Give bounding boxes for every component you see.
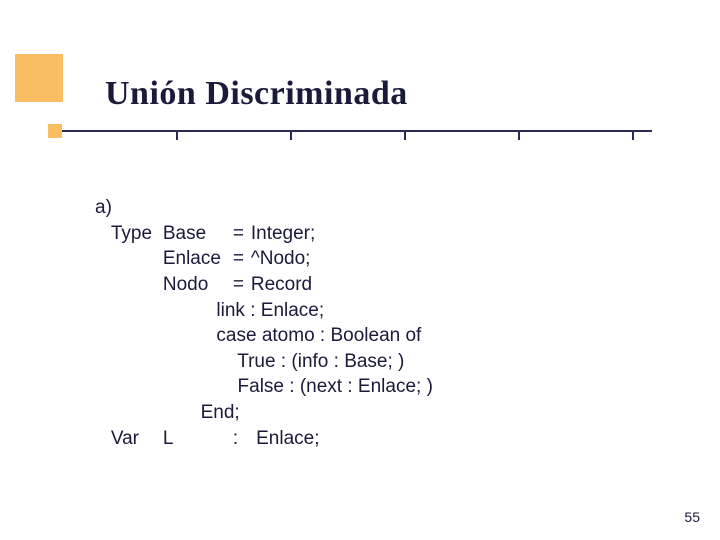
kw-var: Var (111, 426, 163, 452)
record-line: case atomo : Boolean of (216, 325, 421, 346)
rhs: ^Nodo; (251, 248, 311, 269)
rule-tick (176, 132, 178, 140)
rule-tick (518, 132, 520, 140)
rule-tick (404, 132, 406, 140)
page-number: 55 (684, 509, 700, 525)
code-label: a) (95, 197, 112, 218)
rhs: Record (251, 274, 312, 295)
accent-square-small (48, 124, 62, 138)
accent-square-large (15, 54, 63, 102)
record-line: link : Enlace; (216, 300, 324, 321)
record-line: False : (next : Enlace; ) (216, 376, 432, 397)
slide: Unión Discriminada a) TypeBase=Integer; … (0, 0, 720, 540)
rhs: Integer; (251, 223, 315, 244)
slide-title: Unión Discriminada (105, 75, 408, 113)
colon: : (233, 426, 251, 452)
name-base: Base (163, 221, 233, 247)
name-enlace: Enlace (163, 246, 233, 272)
record-line: End; (201, 402, 240, 423)
rhs: Enlace; (251, 428, 320, 449)
eq: = (233, 246, 251, 272)
eq: = (233, 221, 251, 247)
name-l: L (163, 426, 233, 452)
code-block: a) TypeBase=Integer; Enlace=^Nodo; Nodo=… (95, 195, 433, 451)
name-nodo: Nodo (163, 272, 233, 298)
record-line: True : (info : Base; ) (216, 351, 404, 372)
rule-tick (290, 132, 292, 140)
eq: = (233, 272, 251, 298)
title-underline (62, 130, 652, 132)
kw-type: Type (111, 221, 163, 247)
rule-tick (632, 132, 634, 140)
